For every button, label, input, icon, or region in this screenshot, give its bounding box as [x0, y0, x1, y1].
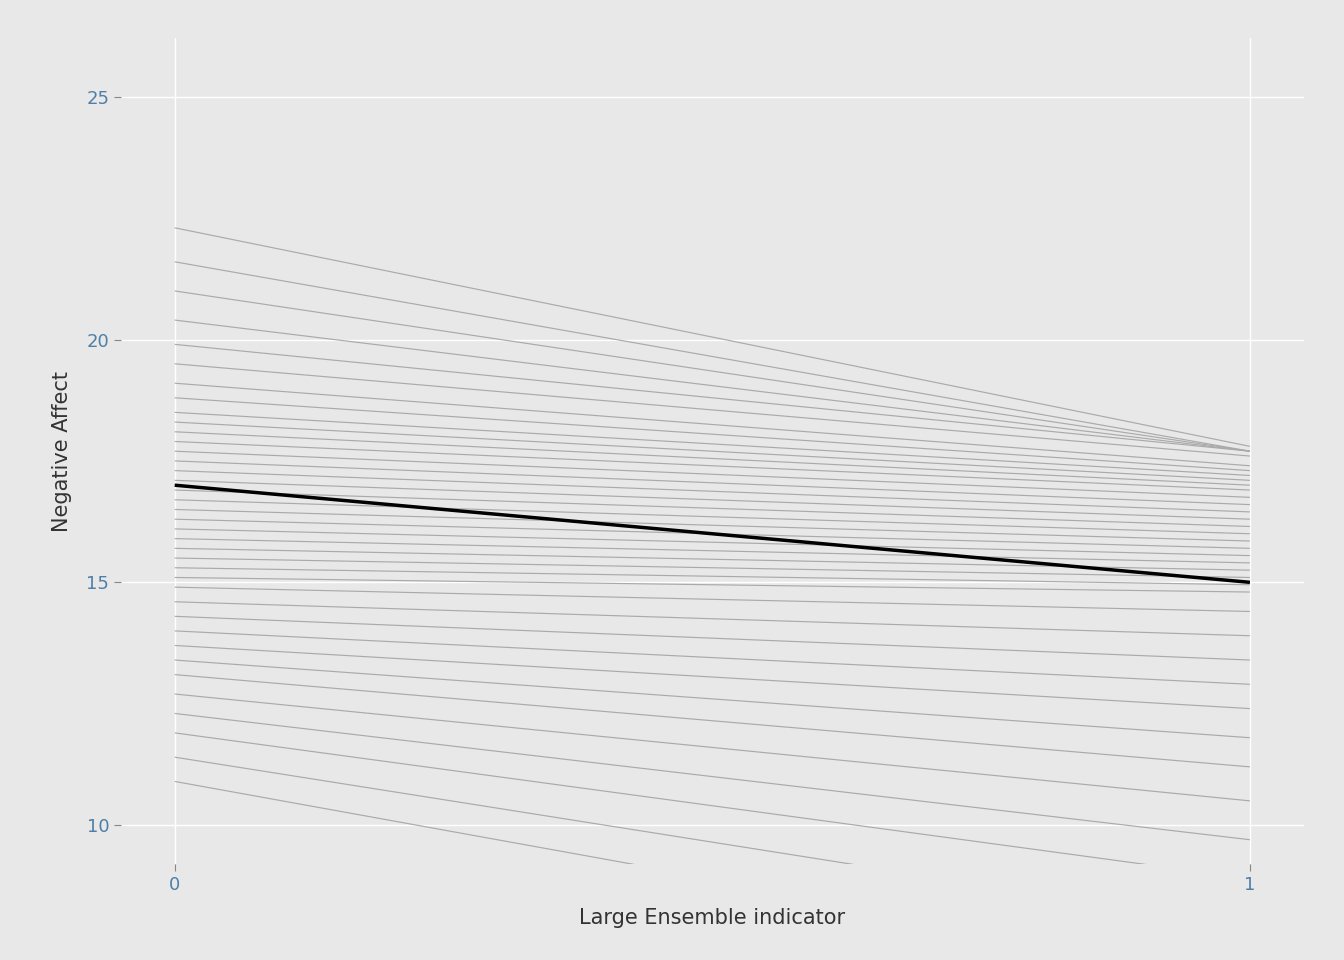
Y-axis label: Negative Affect: Negative Affect: [52, 371, 73, 532]
X-axis label: Large Ensemble indicator: Large Ensemble indicator: [579, 908, 845, 927]
